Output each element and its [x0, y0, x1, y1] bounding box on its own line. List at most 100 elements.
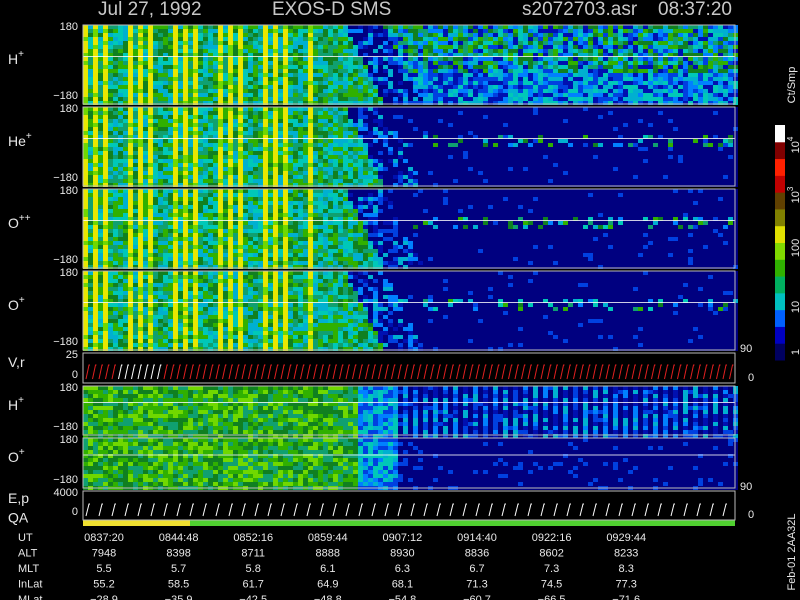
spectrogram-cell [398, 101, 403, 105]
spectrogram-cell [363, 89, 368, 93]
spectrogram-cell [293, 175, 298, 179]
spectrogram-cell [123, 115, 128, 119]
spectrogram-cell [393, 81, 398, 85]
spectrogram-cell [663, 119, 668, 123]
spectrogram-cell [233, 115, 238, 119]
spectrogram-cell [463, 179, 468, 183]
spectrogram-cell [113, 151, 118, 155]
spectrogram-cell [178, 183, 183, 187]
spectrogram-cell [623, 135, 628, 139]
spectrogram-cell [113, 33, 118, 37]
spectrogram-cell [428, 143, 433, 147]
spectrogram-cell [378, 163, 383, 167]
spectrogram-cell [613, 119, 618, 123]
spectrogram-cell [668, 61, 673, 65]
spectrogram-cell [143, 29, 148, 33]
spectrogram-cell [618, 29, 623, 33]
spectrogram-cell [528, 97, 533, 101]
spectrogram-cell [528, 155, 533, 159]
spectrogram-cell [563, 175, 568, 179]
spectrogram-cell [153, 123, 158, 127]
spectrogram-cell [528, 89, 533, 93]
spectrogram-cell [538, 29, 543, 33]
spectrogram-cell [443, 73, 448, 77]
spectrogram-cell [613, 139, 618, 143]
spectrogram-cell [628, 77, 633, 81]
spectrogram-cell [418, 163, 423, 167]
spectrogram-cell [253, 139, 258, 143]
spectrogram-cell [248, 73, 253, 77]
spectrogram-cell [228, 163, 233, 167]
spectrogram-cell [433, 77, 438, 81]
spectrogram-cell [313, 25, 318, 29]
spectrogram-cell [143, 143, 148, 147]
spectrogram-cell [423, 33, 428, 37]
spectrogram-cell [283, 25, 288, 29]
spectrogram-cell [543, 167, 548, 171]
spectrogram-cell [143, 73, 148, 77]
spectrogram-cell [723, 49, 728, 53]
spectrogram-cell [343, 49, 348, 53]
spectrogram-cell [563, 159, 568, 163]
spectrogram-cell [398, 155, 403, 159]
spectrogram-cell [603, 183, 608, 187]
spectrogram-cell [598, 57, 603, 61]
spectrogram-cell [103, 85, 108, 89]
spectrogram-cell [103, 111, 108, 115]
spectrogram-cell [88, 163, 93, 167]
spectrogram-cell [708, 53, 713, 57]
spectrogram-cell [538, 151, 543, 155]
spectrogram-cell [498, 143, 503, 147]
spectrogram-cell [408, 183, 413, 187]
spectrogram-cell [603, 151, 608, 155]
spectrogram-cell [433, 159, 438, 163]
spectrogram-cell [273, 115, 278, 119]
spectrogram-cell [413, 151, 418, 155]
spectrogram-cell [568, 159, 573, 163]
spectrogram-cell [548, 135, 553, 139]
spectrogram-cell [258, 171, 263, 175]
spectrogram-cell [603, 127, 608, 131]
spectrogram-cell [708, 41, 713, 45]
spectrogram-cell [263, 69, 268, 73]
spectrogram-cell [613, 127, 618, 131]
spectrogram-cell [428, 111, 433, 115]
spectrogram-cell [388, 143, 393, 147]
spectrogram-cell [493, 183, 498, 187]
spectrogram-cell [178, 101, 183, 105]
spectrogram-cell [88, 131, 93, 135]
spectrogram-cell [623, 25, 628, 29]
spectrogram-cell [188, 167, 193, 171]
spectrogram-cell [453, 41, 458, 45]
spectrogram-cell [588, 45, 593, 49]
spectrogram-cell [413, 123, 418, 127]
spectrogram-cell [138, 127, 143, 131]
spectrogram-cell [268, 89, 273, 93]
spectrogram-cell [573, 45, 578, 49]
spectrogram-cell [218, 139, 223, 143]
spectrogram-cell [163, 45, 168, 49]
spectrogram-cell [188, 97, 193, 101]
spectrogram-cell [278, 53, 283, 57]
spectrogram-cell [148, 65, 153, 69]
spectrogram-cell [218, 89, 223, 93]
spectrogram-cell [383, 25, 388, 29]
spectrogram-cell [563, 97, 568, 101]
spectrogram-cell [298, 107, 303, 111]
spectrogram-cell [398, 81, 403, 85]
spectrogram-cell [108, 81, 113, 85]
spectrogram-cell [423, 107, 428, 111]
spectrogram-cell [343, 183, 348, 187]
spectrogram-cell [553, 175, 558, 179]
spectrogram-cell [288, 167, 293, 171]
spectrogram-cell [223, 69, 228, 73]
spectrogram-cell [728, 41, 733, 45]
spectrogram-cell [488, 115, 493, 119]
spectrogram-cell [463, 25, 468, 29]
spectrogram-cell [638, 85, 643, 89]
spectrogram-cell [563, 151, 568, 155]
spectrogram-cell [713, 33, 718, 37]
spectrogram-cell [143, 33, 148, 37]
spectrogram-cell [618, 49, 623, 53]
spectrogram-cell [193, 53, 198, 57]
